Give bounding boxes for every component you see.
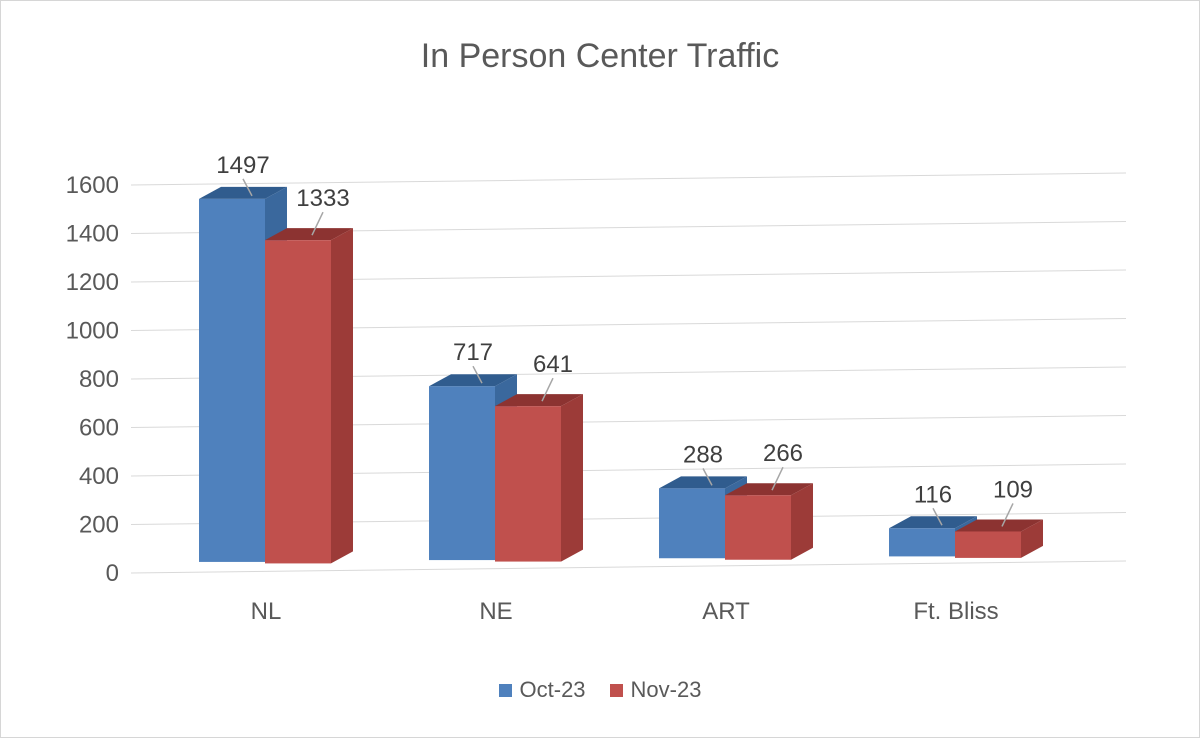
data-label: 1497 [216,152,269,179]
data-label: 116 [914,481,952,508]
category-label: ART [702,598,750,625]
bar-nov-23-ne: 641 [495,351,583,562]
legend-item-oct-23: Oct-23 [498,677,586,703]
y-tick-label: 200 [79,512,119,539]
y-tick-label: 1000 [66,318,119,345]
y-tick-label: 1400 [66,221,119,248]
legend-swatch-oct-23 [498,683,512,697]
legend-label-oct-23: Oct-23 [519,677,586,702]
y-tick-label: 800 [79,366,119,393]
y-tick-label: 0 [106,560,119,587]
y-tick-label: 1200 [66,269,119,296]
category-label: Ft. Bliss [913,598,998,625]
data-label: 266 [763,440,803,467]
data-label: 288 [683,441,723,468]
chart-title: In Person Center Traffic [420,37,780,75]
category-label: NL [251,598,282,625]
category-label: NE [479,598,512,625]
data-label: 109 [993,476,1033,503]
y-tick-label: 600 [79,415,119,442]
legend: Oct-23 Nov-23 [1,677,1199,703]
y-axis-labels: 0 200 400 600 800 1000 1200 1400 1600 [66,172,119,587]
data-label: 641 [533,351,573,378]
y-tick-label: 400 [79,463,119,490]
legend-item-nov-23: Nov-23 [609,677,702,703]
bar-nov-23-art: 266 [725,440,813,560]
y-tick-label: 1600 [66,172,119,199]
data-label: 717 [453,339,493,366]
data-label: 1333 [296,185,349,212]
x-axis-labels: NL NE ART Ft. Bliss [251,598,999,625]
bar-nov-23-nl: 1333 [265,185,353,564]
bar-nov-23-ft-bliss: 109 [955,476,1043,558]
legend-label-nov-23: Nov-23 [630,677,702,702]
legend-swatch-nov-23 [609,683,623,697]
